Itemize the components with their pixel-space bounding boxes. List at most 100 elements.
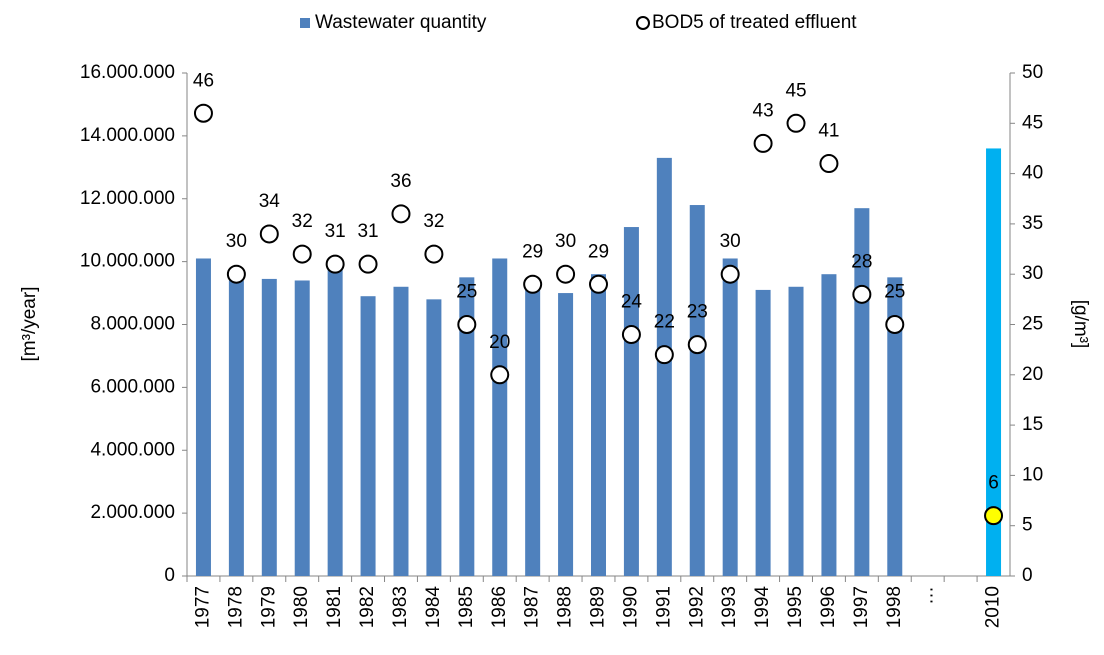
bar bbox=[294, 280, 310, 576]
y-tick-label: 16.000.000 bbox=[80, 62, 175, 83]
bar bbox=[327, 267, 343, 576]
marker bbox=[556, 264, 576, 284]
bar bbox=[722, 258, 738, 576]
bar bbox=[755, 289, 771, 576]
marker bbox=[358, 254, 378, 274]
y2-tick-label: 10 bbox=[1022, 464, 1043, 485]
data-label: 32 bbox=[292, 211, 313, 232]
x-tick-label: 2010 bbox=[983, 586, 1004, 628]
x-tick-label: 1998 bbox=[884, 586, 905, 628]
marker bbox=[457, 315, 477, 334]
bar bbox=[426, 299, 442, 576]
x-tick-label: 1995 bbox=[785, 586, 806, 628]
data-label: 29 bbox=[522, 241, 543, 262]
y-tick-label: 10.000.000 bbox=[80, 251, 175, 272]
y2-tick-label: 0 bbox=[1022, 565, 1033, 586]
x-tick-label: 1989 bbox=[588, 586, 609, 628]
x-tick-label: 1982 bbox=[357, 586, 378, 628]
bar bbox=[261, 278, 277, 576]
y2-tick-label: 30 bbox=[1022, 263, 1043, 284]
y2-tick-label: 35 bbox=[1022, 213, 1043, 234]
x-tick-label: … bbox=[917, 586, 938, 605]
y2-tick-label: 20 bbox=[1022, 364, 1043, 385]
y-tick-label: 14.000.000 bbox=[80, 125, 175, 146]
y-tick-label: 2.000.000 bbox=[90, 502, 175, 523]
y2-tick-label: 15 bbox=[1022, 414, 1043, 435]
marker bbox=[226, 264, 246, 284]
marker bbox=[753, 133, 773, 153]
legend-label: BOD5 of treated effluent bbox=[652, 12, 857, 33]
x-tick-label: 1985 bbox=[456, 586, 477, 628]
data-label: 20 bbox=[489, 332, 510, 353]
bar bbox=[986, 148, 1002, 576]
x-tick-label: 1984 bbox=[423, 586, 444, 629]
x-tick-label: 1988 bbox=[555, 586, 576, 628]
bar bbox=[525, 286, 541, 576]
data-label: 30 bbox=[226, 231, 247, 252]
data-label: 36 bbox=[390, 171, 411, 192]
data-label: 41 bbox=[818, 121, 839, 142]
data-label: 6 bbox=[988, 473, 999, 494]
bar bbox=[459, 277, 475, 576]
bar bbox=[821, 274, 837, 576]
legend-swatch bbox=[300, 18, 310, 28]
x-tick-label: 1992 bbox=[686, 586, 707, 628]
data-label: 34 bbox=[259, 191, 281, 212]
x-tick-label: 1983 bbox=[390, 586, 411, 628]
bar bbox=[591, 274, 606, 576]
data-label: 22 bbox=[654, 312, 675, 333]
marker bbox=[720, 264, 740, 284]
data-label: 25 bbox=[456, 282, 477, 303]
data-label: 46 bbox=[193, 70, 214, 91]
bar bbox=[393, 286, 409, 576]
data-label: 28 bbox=[851, 251, 872, 272]
y-tick-label: 12.000.000 bbox=[80, 188, 175, 209]
x-tick-label: 1980 bbox=[291, 586, 312, 628]
marker bbox=[589, 274, 608, 294]
marker bbox=[819, 154, 839, 174]
marker bbox=[424, 244, 444, 264]
y-axis-label: [m³/year] bbox=[19, 287, 40, 362]
y2-tick-label: 50 bbox=[1022, 62, 1043, 83]
y-tick-label: 6.000.000 bbox=[90, 376, 175, 397]
bar bbox=[788, 286, 804, 576]
y2-tick-label: 25 bbox=[1022, 314, 1043, 335]
data-label: 25 bbox=[884, 282, 905, 303]
data-label: 23 bbox=[687, 302, 708, 323]
x-tick-label: 1991 bbox=[653, 586, 674, 628]
y2-tick-label: 45 bbox=[1022, 112, 1043, 133]
bar bbox=[492, 258, 508, 576]
data-label: 31 bbox=[357, 221, 378, 242]
data-label: 30 bbox=[555, 231, 576, 252]
x-tick-label: 1996 bbox=[818, 586, 839, 628]
x-tick-label: 1990 bbox=[620, 586, 641, 628]
bar bbox=[656, 157, 672, 576]
data-label: 31 bbox=[325, 221, 346, 242]
marker bbox=[523, 274, 543, 294]
y2-tick-label: 5 bbox=[1022, 515, 1033, 536]
x-tick-label: 1986 bbox=[489, 586, 510, 628]
y2-tick-label: 40 bbox=[1022, 163, 1043, 184]
bar bbox=[689, 205, 705, 576]
bar bbox=[558, 293, 574, 576]
x-tick-label: 1987 bbox=[522, 586, 543, 628]
y2-axis-label: [g/m³] bbox=[1070, 300, 1091, 349]
marker bbox=[687, 335, 707, 355]
marker bbox=[292, 244, 312, 264]
data-label: 45 bbox=[785, 80, 806, 101]
bar bbox=[228, 280, 244, 576]
legend-label: Wastewater quantity bbox=[315, 12, 487, 33]
x-tick-label: 1977 bbox=[192, 586, 213, 628]
x-tick-label: 1978 bbox=[225, 586, 246, 628]
marker bbox=[490, 365, 510, 385]
x-tick-label: 1981 bbox=[324, 586, 345, 628]
bar bbox=[623, 227, 639, 576]
data-label: 29 bbox=[588, 241, 609, 262]
data-label: 43 bbox=[753, 100, 774, 121]
marker bbox=[654, 345, 674, 365]
marker bbox=[984, 506, 1004, 526]
marker bbox=[193, 103, 213, 123]
marker bbox=[852, 284, 872, 304]
y-tick-label: 8.000.000 bbox=[90, 314, 175, 335]
